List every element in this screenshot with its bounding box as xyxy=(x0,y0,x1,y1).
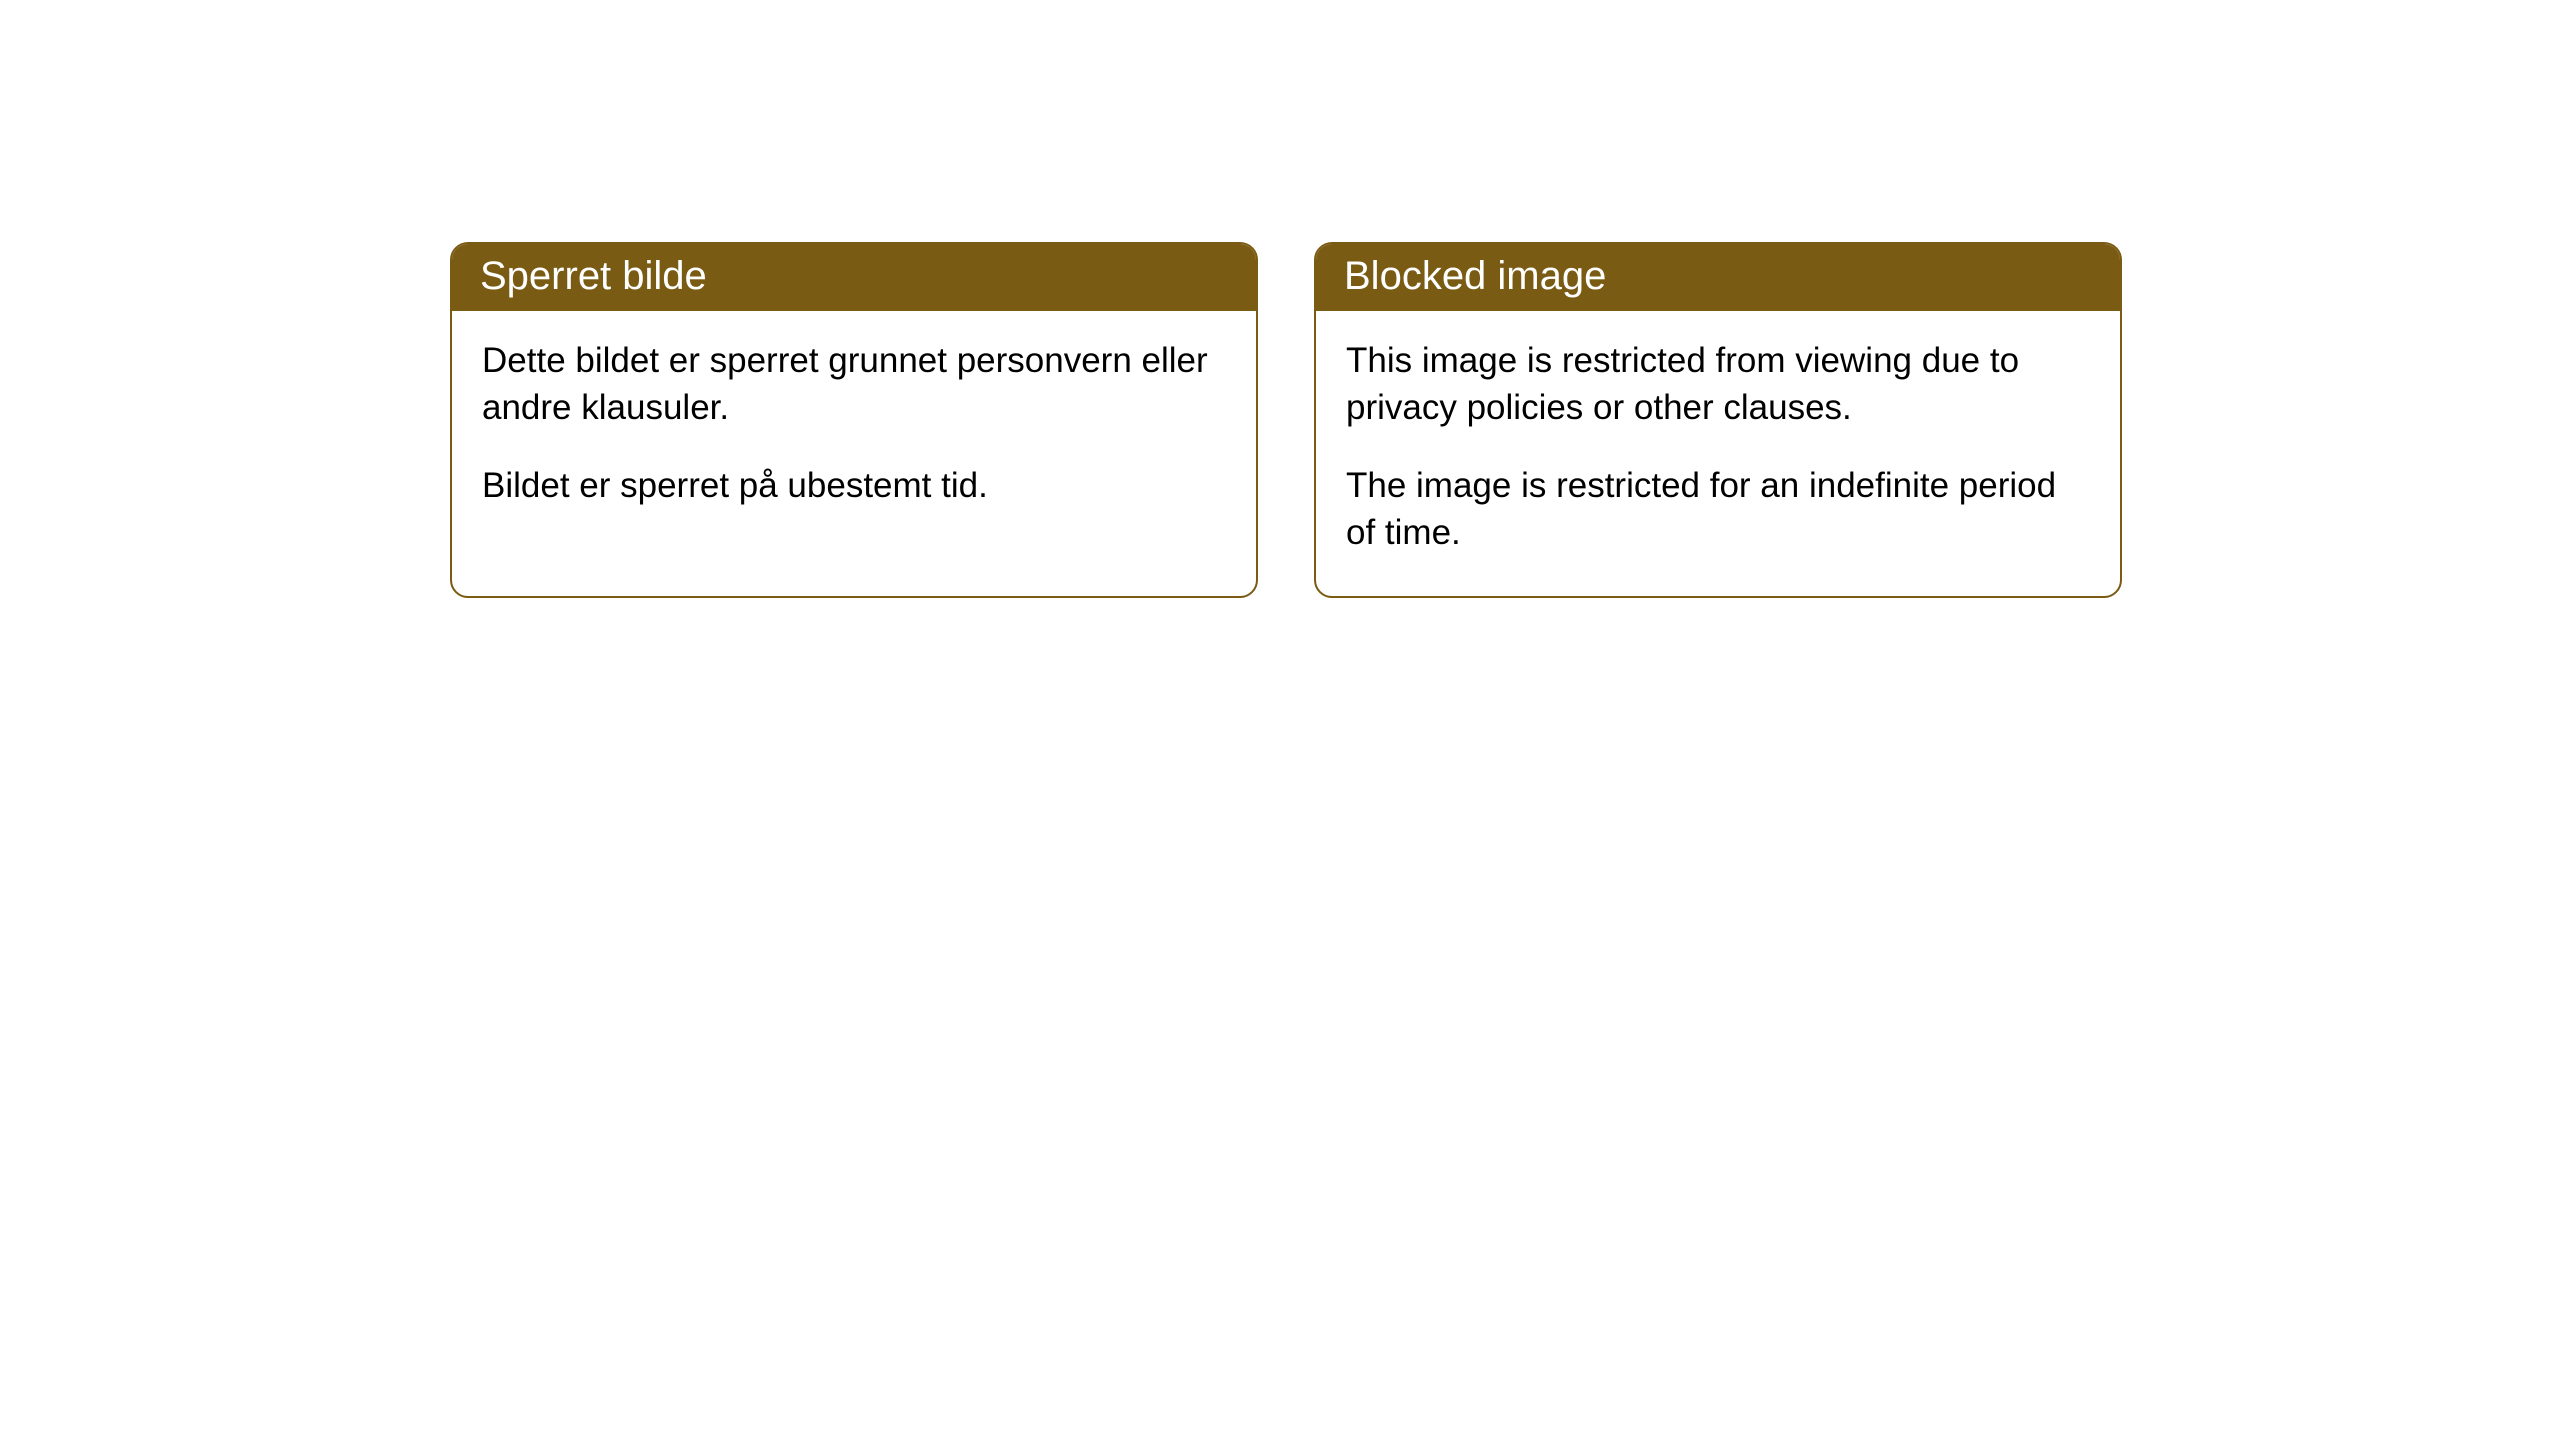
card-paragraph: This image is restricted from viewing du… xyxy=(1346,337,2090,432)
notice-container: Sperret bilde Dette bildet er sperret gr… xyxy=(0,0,2560,598)
notice-card-english: Blocked image This image is restricted f… xyxy=(1314,242,2122,598)
notice-card-norwegian: Sperret bilde Dette bildet er sperret gr… xyxy=(450,242,1258,598)
card-paragraph: Dette bildet er sperret grunnet personve… xyxy=(482,337,1226,432)
card-body: Dette bildet er sperret grunnet personve… xyxy=(452,311,1256,549)
card-title: Sperret bilde xyxy=(480,254,707,298)
card-paragraph: Bildet er sperret på ubestemt tid. xyxy=(482,462,1226,509)
card-header: Blocked image xyxy=(1316,244,2120,311)
card-title: Blocked image xyxy=(1344,254,1606,298)
card-header: Sperret bilde xyxy=(452,244,1256,311)
card-paragraph: The image is restricted for an indefinit… xyxy=(1346,462,2090,557)
card-body: This image is restricted from viewing du… xyxy=(1316,311,2120,596)
